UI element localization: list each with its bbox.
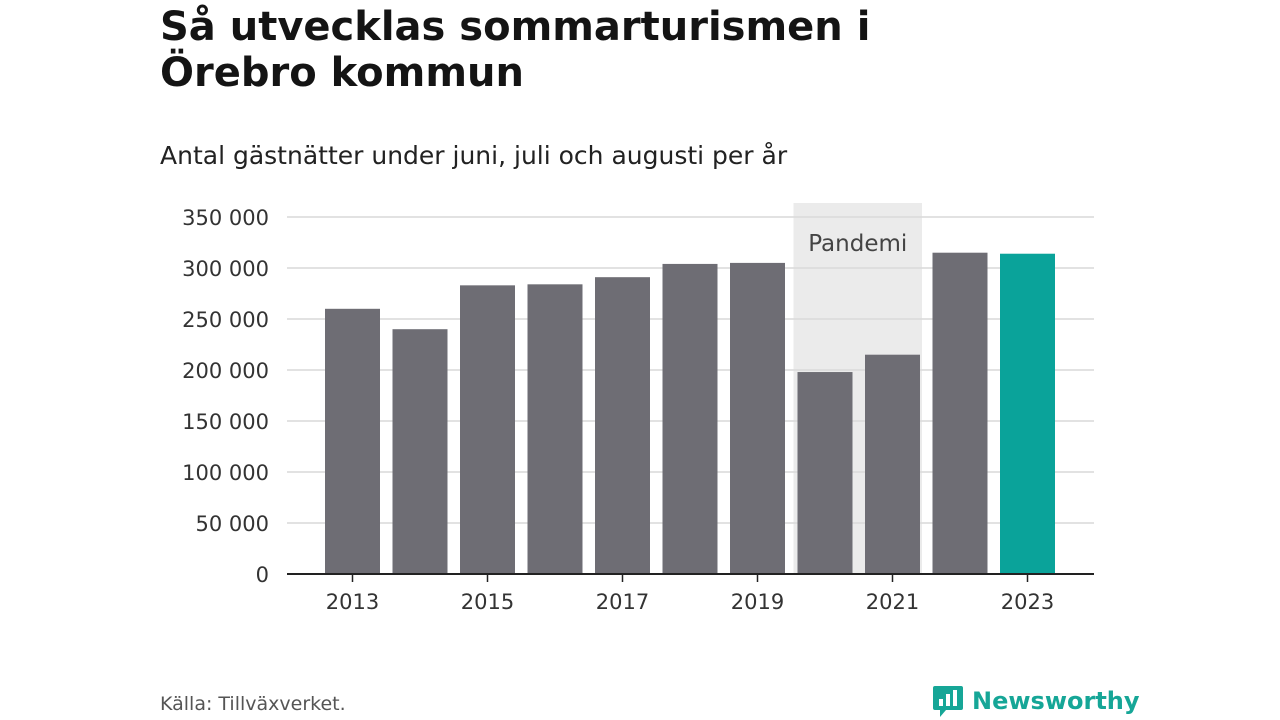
bar-2021 [865, 354, 920, 574]
bar-2017 [595, 277, 650, 574]
bar-2019 [730, 262, 785, 574]
brand-name: Newsworthy [972, 687, 1140, 715]
bar-2020 [797, 372, 853, 574]
bar-2018 [662, 263, 718, 574]
x-tick-label: 2023 [1001, 590, 1054, 614]
bar-2023 [1000, 253, 1055, 574]
pandemic-label: Pandemi [808, 231, 907, 257]
bar-2014 [392, 329, 448, 574]
y-tick-label: 100 000 [182, 461, 269, 485]
bar-2013 [325, 308, 380, 574]
y-tick-label: 250 000 [182, 308, 269, 332]
bar-2022 [932, 252, 988, 574]
chart-subtitle: Antal gästnätter under juni, juli och au… [160, 141, 788, 170]
bar-chart: Pandemi 0 50 000 100 000 150 000 200 000 250 0… [182, 203, 1094, 614]
y-tick-label: 50 000 [196, 512, 269, 536]
source-note: Källa: Tillväxverket. [160, 693, 346, 715]
x-tick-label: 2021 [866, 590, 919, 614]
y-tick-label: 300 000 [182, 257, 269, 281]
x-tick-label: 2015 [461, 590, 514, 614]
bar-2016 [527, 284, 583, 574]
newsworthy-logo-icon [933, 686, 963, 717]
x-tick-label: 2017 [596, 590, 649, 614]
x-tick-label: 2019 [731, 590, 784, 614]
y-tick-label: 350 000 [182, 206, 269, 230]
y-tick-label: 200 000 [182, 359, 269, 383]
y-tick-label: 150 000 [182, 410, 269, 434]
y-tick-label: 0 [256, 563, 269, 587]
x-tick-label: 2013 [326, 590, 379, 614]
bar-2015 [460, 285, 515, 574]
brand-logo[interactable]: Newsworthy [932, 684, 1140, 718]
chart-title: Så utvecklas sommarturismen i Örebro kom… [160, 4, 871, 96]
